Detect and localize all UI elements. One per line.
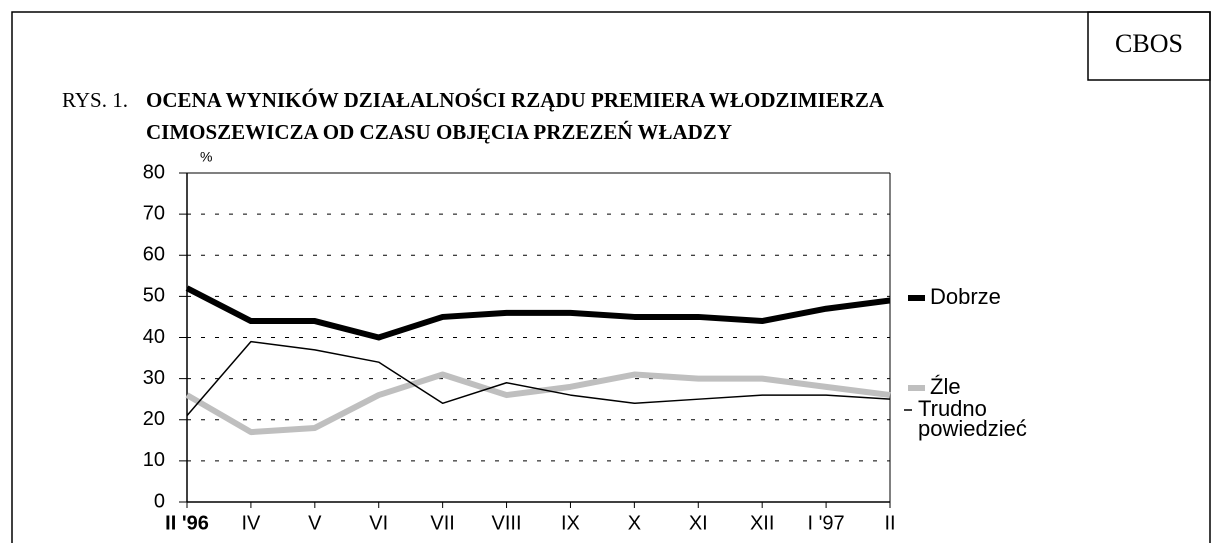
y-unit: %	[200, 149, 212, 165]
y-tick-label: 40	[143, 326, 165, 348]
x-tick-label: XII	[750, 512, 774, 534]
series-line	[185, 285, 891, 341]
y-tick-label: 30	[143, 367, 165, 389]
x-tick-label: IV	[241, 512, 261, 534]
y-tick-label: 10	[143, 449, 165, 471]
x-tick-label: XI	[689, 512, 708, 534]
y-tick-label: 20	[143, 408, 165, 430]
x-tick-label: X	[628, 512, 641, 534]
x-tick-label: IX	[561, 512, 580, 534]
legend-label: Dobrze	[930, 284, 1001, 309]
series-line	[186, 340, 891, 417]
x-tick-label: VIII	[492, 512, 522, 534]
x-tick-label: VII	[430, 512, 454, 534]
x-tick-label: I '97	[807, 512, 844, 534]
source-box	[1087, 11, 1211, 81]
chart-title: OCENA WYNIKÓW DZIAŁALNOŚCI RZĄDU PREMIER…	[146, 88, 885, 112]
chart-title: CIMOSZEWICZA OD CZASU OBJĘCIA PRZEZEŃ WŁ…	[146, 120, 732, 144]
y-tick-label: 70	[143, 202, 165, 224]
figure-label: RYS. 1.	[62, 88, 128, 112]
legend-label: Trudno powiedzieć	[918, 396, 1027, 441]
y-tick-label: 0	[154, 490, 165, 512]
series-line	[185, 371, 891, 436]
x-tick-label: V	[308, 512, 322, 534]
outer-frame	[11, 11, 1211, 543]
y-tick-label: 80	[143, 161, 165, 183]
legend-label: Źle	[930, 374, 961, 399]
y-tick-label: 60	[143, 244, 165, 266]
x-tick-label: VI	[369, 512, 388, 534]
y-tick-label: 50	[143, 285, 165, 307]
x-tick-label: II '96	[165, 512, 209, 534]
source: CBOS	[1115, 29, 1183, 58]
x-tick-label: II	[884, 512, 895, 534]
